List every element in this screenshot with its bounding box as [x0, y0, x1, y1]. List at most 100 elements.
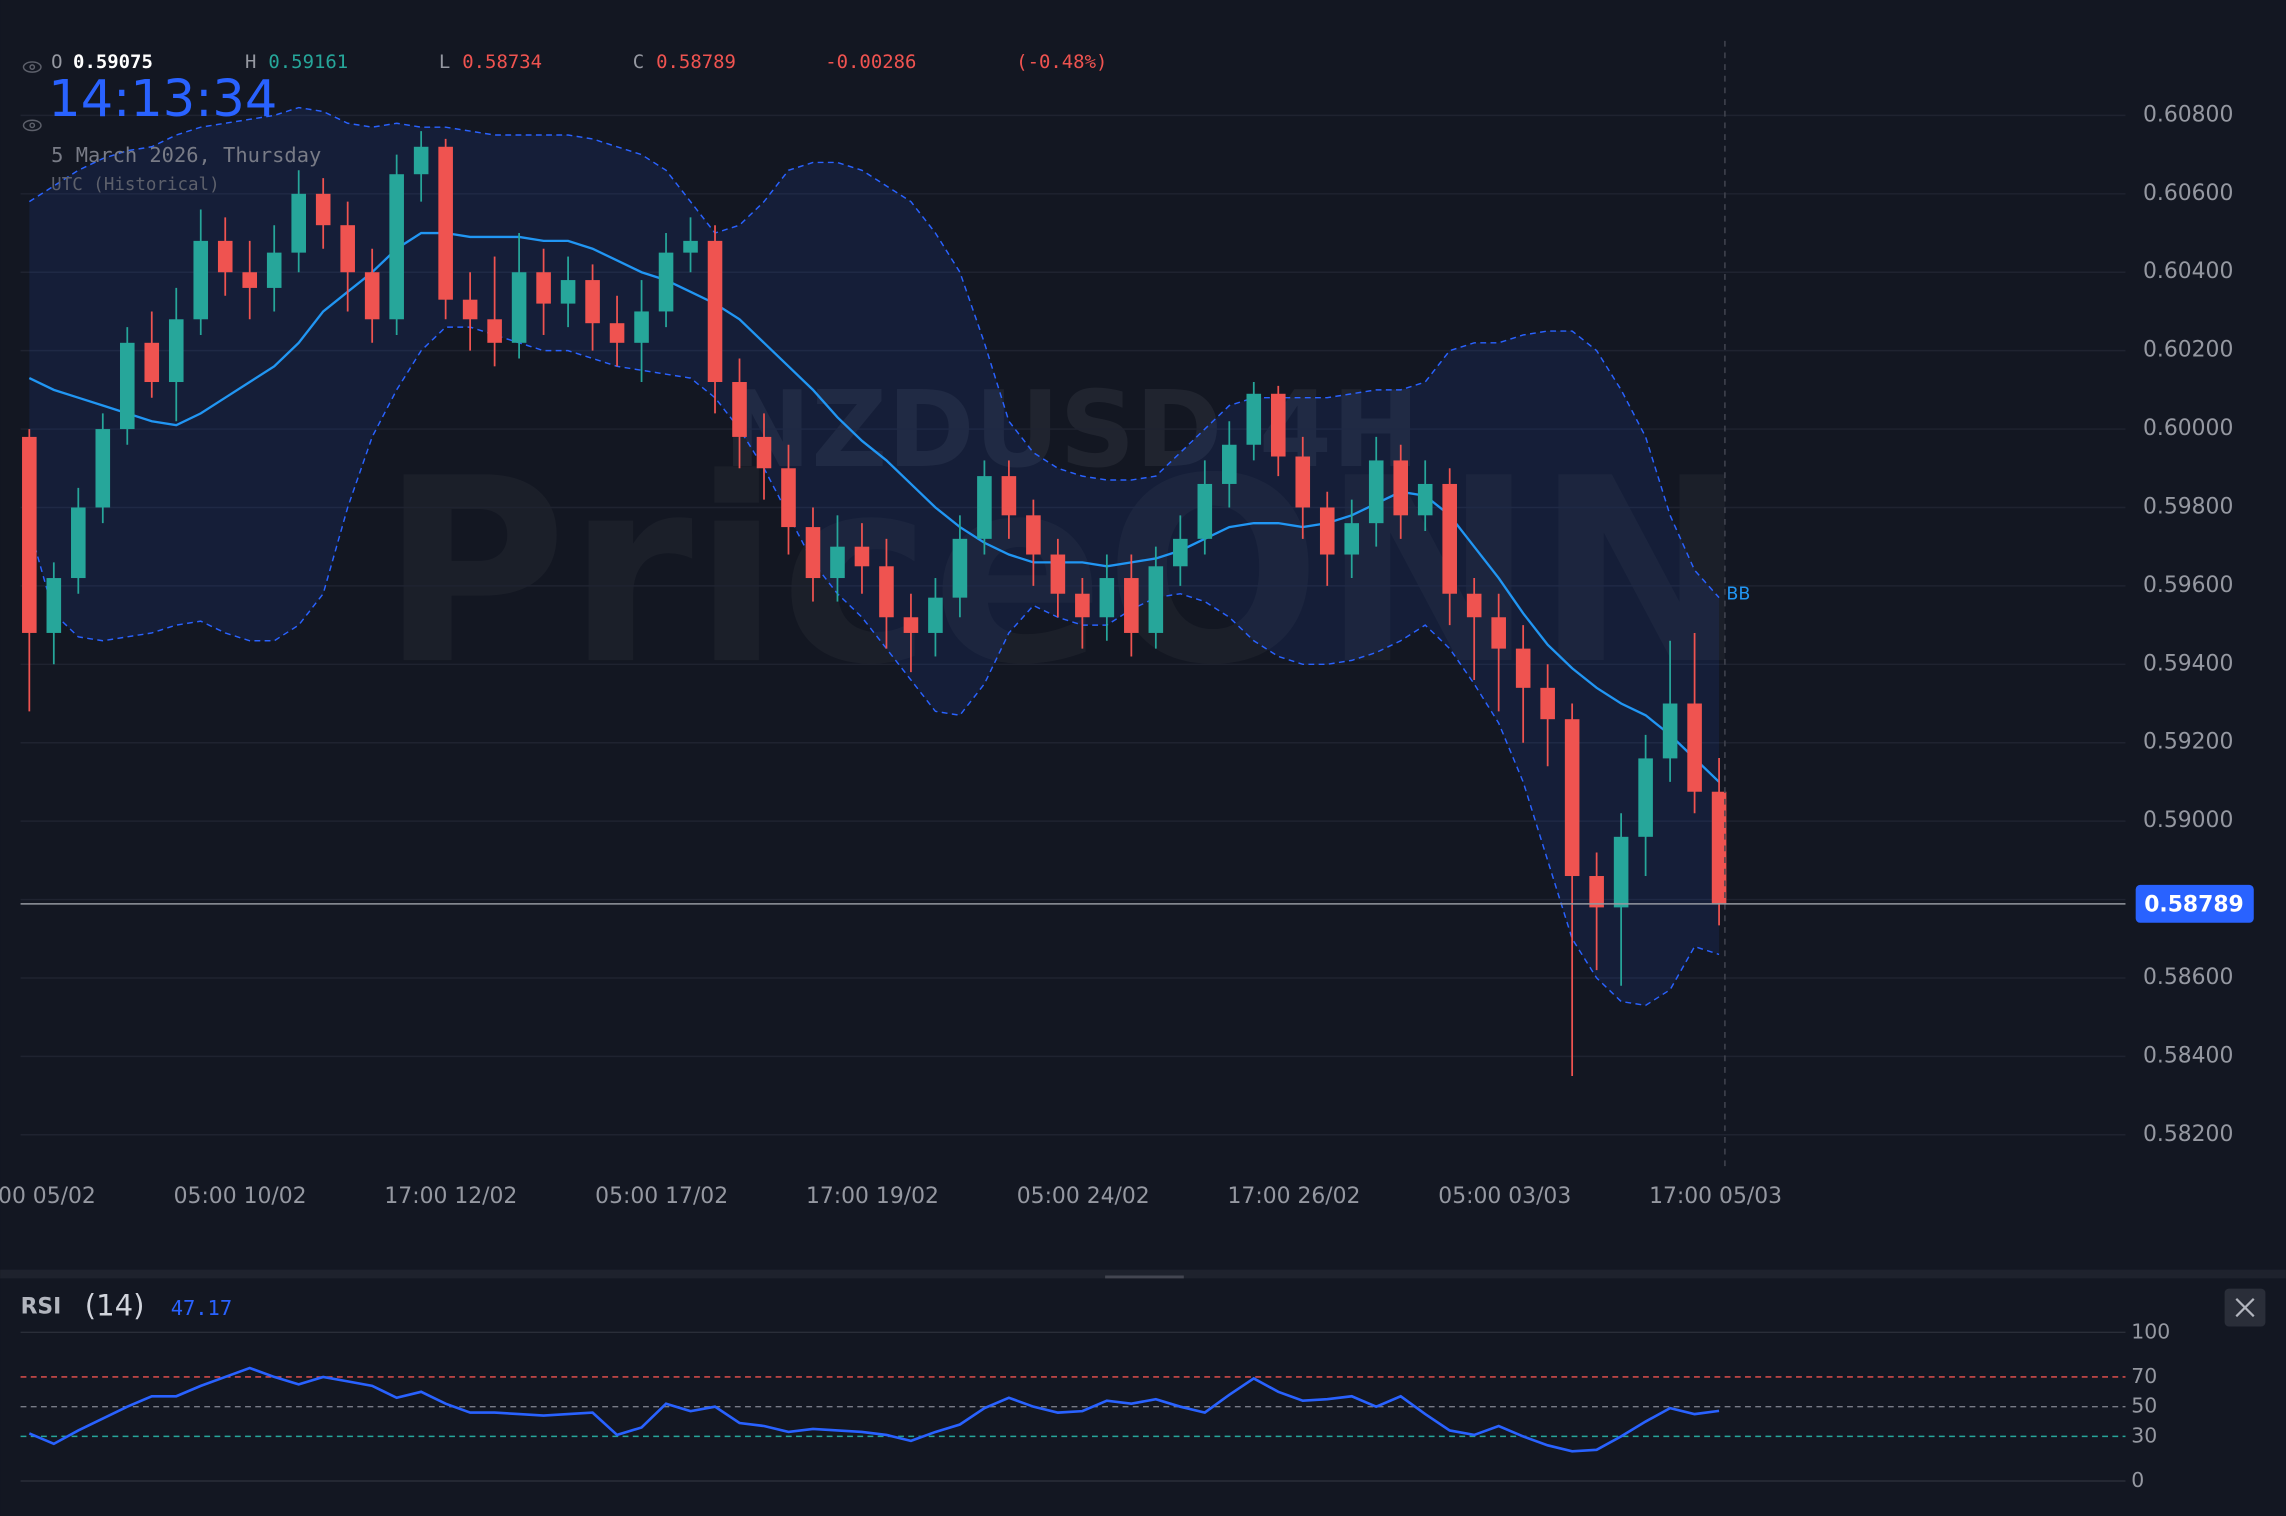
y-tick-label: 0.59000	[2143, 808, 2233, 833]
y-tick-label: 30	[2131, 1423, 2157, 1447]
x-tick-label: 17:00 12/02	[384, 1184, 517, 1209]
candle-body	[1270, 393, 1286, 457]
candle-body	[952, 538, 968, 598]
h-value: 0.59161	[268, 51, 348, 73]
y-tick-label: 0.58200	[2143, 1122, 2233, 1147]
close-button[interactable]	[2224, 1288, 2266, 1327]
y-tick-label: 70	[2131, 1364, 2157, 1388]
candle-body	[1246, 393, 1262, 445]
candle-body	[854, 546, 870, 567]
candle-body	[1466, 593, 1482, 618]
candle-body	[1711, 791, 1727, 904]
y-tick-label: 0.60000	[2143, 416, 2233, 441]
rsi-pane: 0 30 50 70 100	[20, 1319, 2170, 1492]
candle-body	[1589, 876, 1604, 908]
x-tick-label: 17:00 19/02	[806, 1184, 939, 1209]
candle-body	[462, 299, 478, 320]
candle-body	[22, 436, 37, 633]
candle-body	[266, 252, 282, 288]
y-tick-label: 0.60600	[2143, 181, 2233, 206]
candle-body	[1099, 578, 1115, 618]
eye-icon	[22, 119, 42, 132]
candle-body	[487, 319, 502, 343]
rsi-period: (14)	[85, 1289, 145, 1323]
y-tick-label: 0.60200	[2143, 338, 2233, 363]
x-tick-label: 05:00 10/02	[174, 1184, 307, 1209]
candle-body	[1026, 515, 1041, 555]
candle-body	[1075, 593, 1090, 618]
candle-body	[903, 617, 919, 633]
candle-body	[585, 280, 600, 324]
candle-body	[1613, 836, 1629, 908]
rsi-line	[28, 1366, 1720, 1453]
candle-body	[658, 252, 674, 312]
last-price-label: 0.58789	[2144, 892, 2244, 917]
candle-body	[1295, 456, 1311, 508]
candle-body	[1173, 538, 1188, 567]
candle-body	[1319, 507, 1335, 555]
date: 5 March 2026, Thursday	[51, 143, 321, 167]
candle-body	[511, 272, 527, 343]
candle-body	[1124, 578, 1139, 633]
last-price-tag	[2135, 884, 2254, 923]
candle-body	[1393, 460, 1409, 516]
x-tick-label: 05:00 17/02	[595, 1184, 728, 1209]
candle-body	[1050, 554, 1066, 594]
l-label: L	[439, 51, 450, 73]
candle-body	[977, 476, 992, 539]
candle-body	[242, 272, 258, 288]
candle-body	[1564, 719, 1580, 877]
candle-body	[193, 240, 209, 320]
band-fill	[29, 107, 1720, 1006]
candle-body	[364, 272, 380, 320]
change: -0.00286	[825, 51, 916, 73]
y-tick-label: 0.58400	[2143, 1043, 2233, 1068]
o-label: O	[51, 51, 62, 73]
candle-body	[1687, 703, 1702, 792]
clock: 14:13:34	[48, 70, 277, 129]
candle-body	[1222, 444, 1237, 484]
candle-body	[340, 225, 355, 273]
candle-body	[1417, 483, 1433, 516]
candle-body	[756, 436, 772, 469]
x-tick-label: 17:00 26/02	[1228, 1184, 1361, 1209]
candle-body	[1344, 523, 1360, 555]
candle-body	[805, 527, 821, 579]
x-tick-label: 17:00 05/02	[0, 1184, 96, 1209]
rsi-label: RSI	[21, 1295, 62, 1320]
candle-body	[609, 323, 625, 343]
candle-body	[1638, 758, 1653, 837]
band-middle	[28, 231, 1720, 783]
pane-separator[interactable]	[0, 1269, 2286, 1279]
y-tick-label: 50	[2131, 1394, 2157, 1418]
y-tick-label: 0.59200	[2143, 730, 2233, 755]
candle-body	[879, 566, 894, 618]
candle-body	[95, 429, 111, 508]
candle-body	[315, 193, 331, 226]
timezone: UTC (Historical)	[51, 175, 219, 195]
candle-body	[71, 507, 86, 579]
candle-body	[1197, 483, 1213, 539]
candle-body	[119, 342, 135, 430]
o-value: 0.59075	[73, 51, 153, 73]
candle-body	[560, 280, 576, 304]
candle-body	[732, 382, 747, 437]
candle-body	[46, 578, 62, 633]
x-tick-label: 05:00 24/02	[1017, 1184, 1150, 1209]
candle-body	[1515, 648, 1531, 688]
y-tick-label: 0	[2131, 1468, 2144, 1492]
candle-body	[536, 272, 551, 304]
band-upper	[28, 106, 1720, 599]
candle-body	[830, 546, 845, 579]
x-tick-label: 17:00 05/03	[1649, 1184, 1782, 1209]
candle-body	[1001, 476, 1017, 516]
candle-body	[707, 240, 723, 383]
x-tick-label: 05:00 03/03	[1438, 1184, 1571, 1209]
h-label: H	[245, 51, 256, 73]
y-tick-label: 0.59600	[2143, 573, 2233, 598]
candle-body	[1491, 617, 1506, 649]
candle-body	[1148, 566, 1164, 633]
y-tick-label: 100	[2131, 1319, 2170, 1343]
